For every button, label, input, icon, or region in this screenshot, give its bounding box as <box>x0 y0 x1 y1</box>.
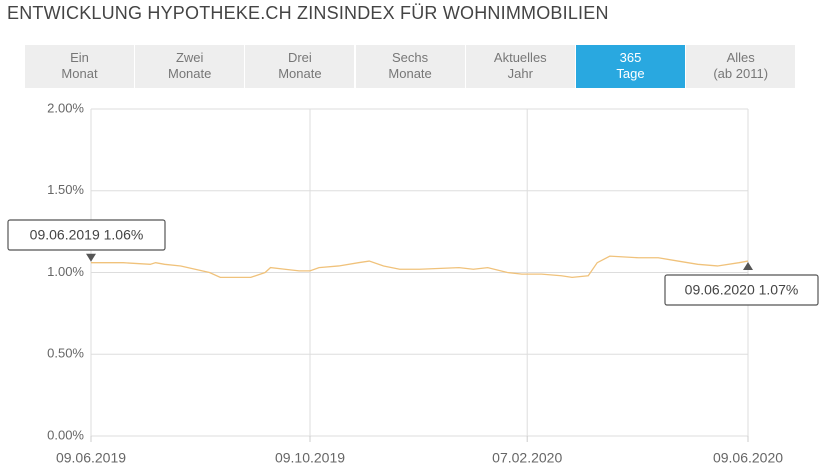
x-tick-label: 07.02.2020 <box>492 450 562 466</box>
range-tab[interactable]: Ein Monat <box>25 45 134 88</box>
range-tab[interactable]: 365 Tage <box>576 45 685 88</box>
range-tabs: Ein Monat Zwei Monate Drei Monate Sechs Monate A… <box>25 45 796 88</box>
range-tab[interactable]: Drei Monate <box>245 45 355 88</box>
tab-label: Monat <box>61 66 98 81</box>
x-tick-label: 09.06.2020 <box>713 450 783 466</box>
tooltip-text: 09.06.2019 1.06% <box>30 227 144 243</box>
y-tick-label: 0.00% <box>47 427 84 442</box>
line-series <box>91 255 749 279</box>
tab-label: Monate <box>388 66 432 81</box>
range-tab[interactable]: Alles (ab 2011) <box>686 45 796 88</box>
x-tick-label: 09.10.2019 <box>275 450 345 466</box>
y-tick-label: 1.50% <box>47 182 84 197</box>
tooltip-pointer <box>86 253 96 262</box>
tooltip-pointer <box>743 262 753 271</box>
tab-label: Sechs <box>392 50 429 65</box>
tab-label: Monate <box>168 66 212 81</box>
range-tab[interactable]: Aktuelles Jahr <box>465 45 575 88</box>
tab-label: (ab 2011) <box>713 66 769 81</box>
y-tick-label: 0.50% <box>47 346 84 361</box>
y-tick-label: 2.00% <box>47 100 84 115</box>
range-tab[interactable]: Zwei Monate <box>135 45 245 88</box>
tab-label: Aktuelles <box>493 50 547 65</box>
tooltip-text: 09.06.2020 1.07% <box>685 282 799 298</box>
chart-title: ENTWICKLUNG HYPOTHEKE.CH ZINSINDEX FÜR W… <box>7 3 609 23</box>
x-tick-label: 09.06.2019 <box>56 450 126 466</box>
range-tab[interactable]: Sechs Monate <box>355 45 465 88</box>
tab-label: Ein <box>70 50 89 65</box>
tab-label: Jahr <box>507 66 533 81</box>
tab-label: Drei <box>287 50 312 65</box>
tab-label: Tage <box>616 66 645 81</box>
tooltip-box <box>664 274 819 306</box>
tab-label: Alles <box>726 50 755 65</box>
y-tick-label: 1.00% <box>47 264 84 279</box>
tab-label: Monate <box>278 66 322 81</box>
tab-label: 365 <box>619 50 642 65</box>
tab-label: Zwei <box>175 50 204 65</box>
tooltip-box <box>7 219 166 251</box>
